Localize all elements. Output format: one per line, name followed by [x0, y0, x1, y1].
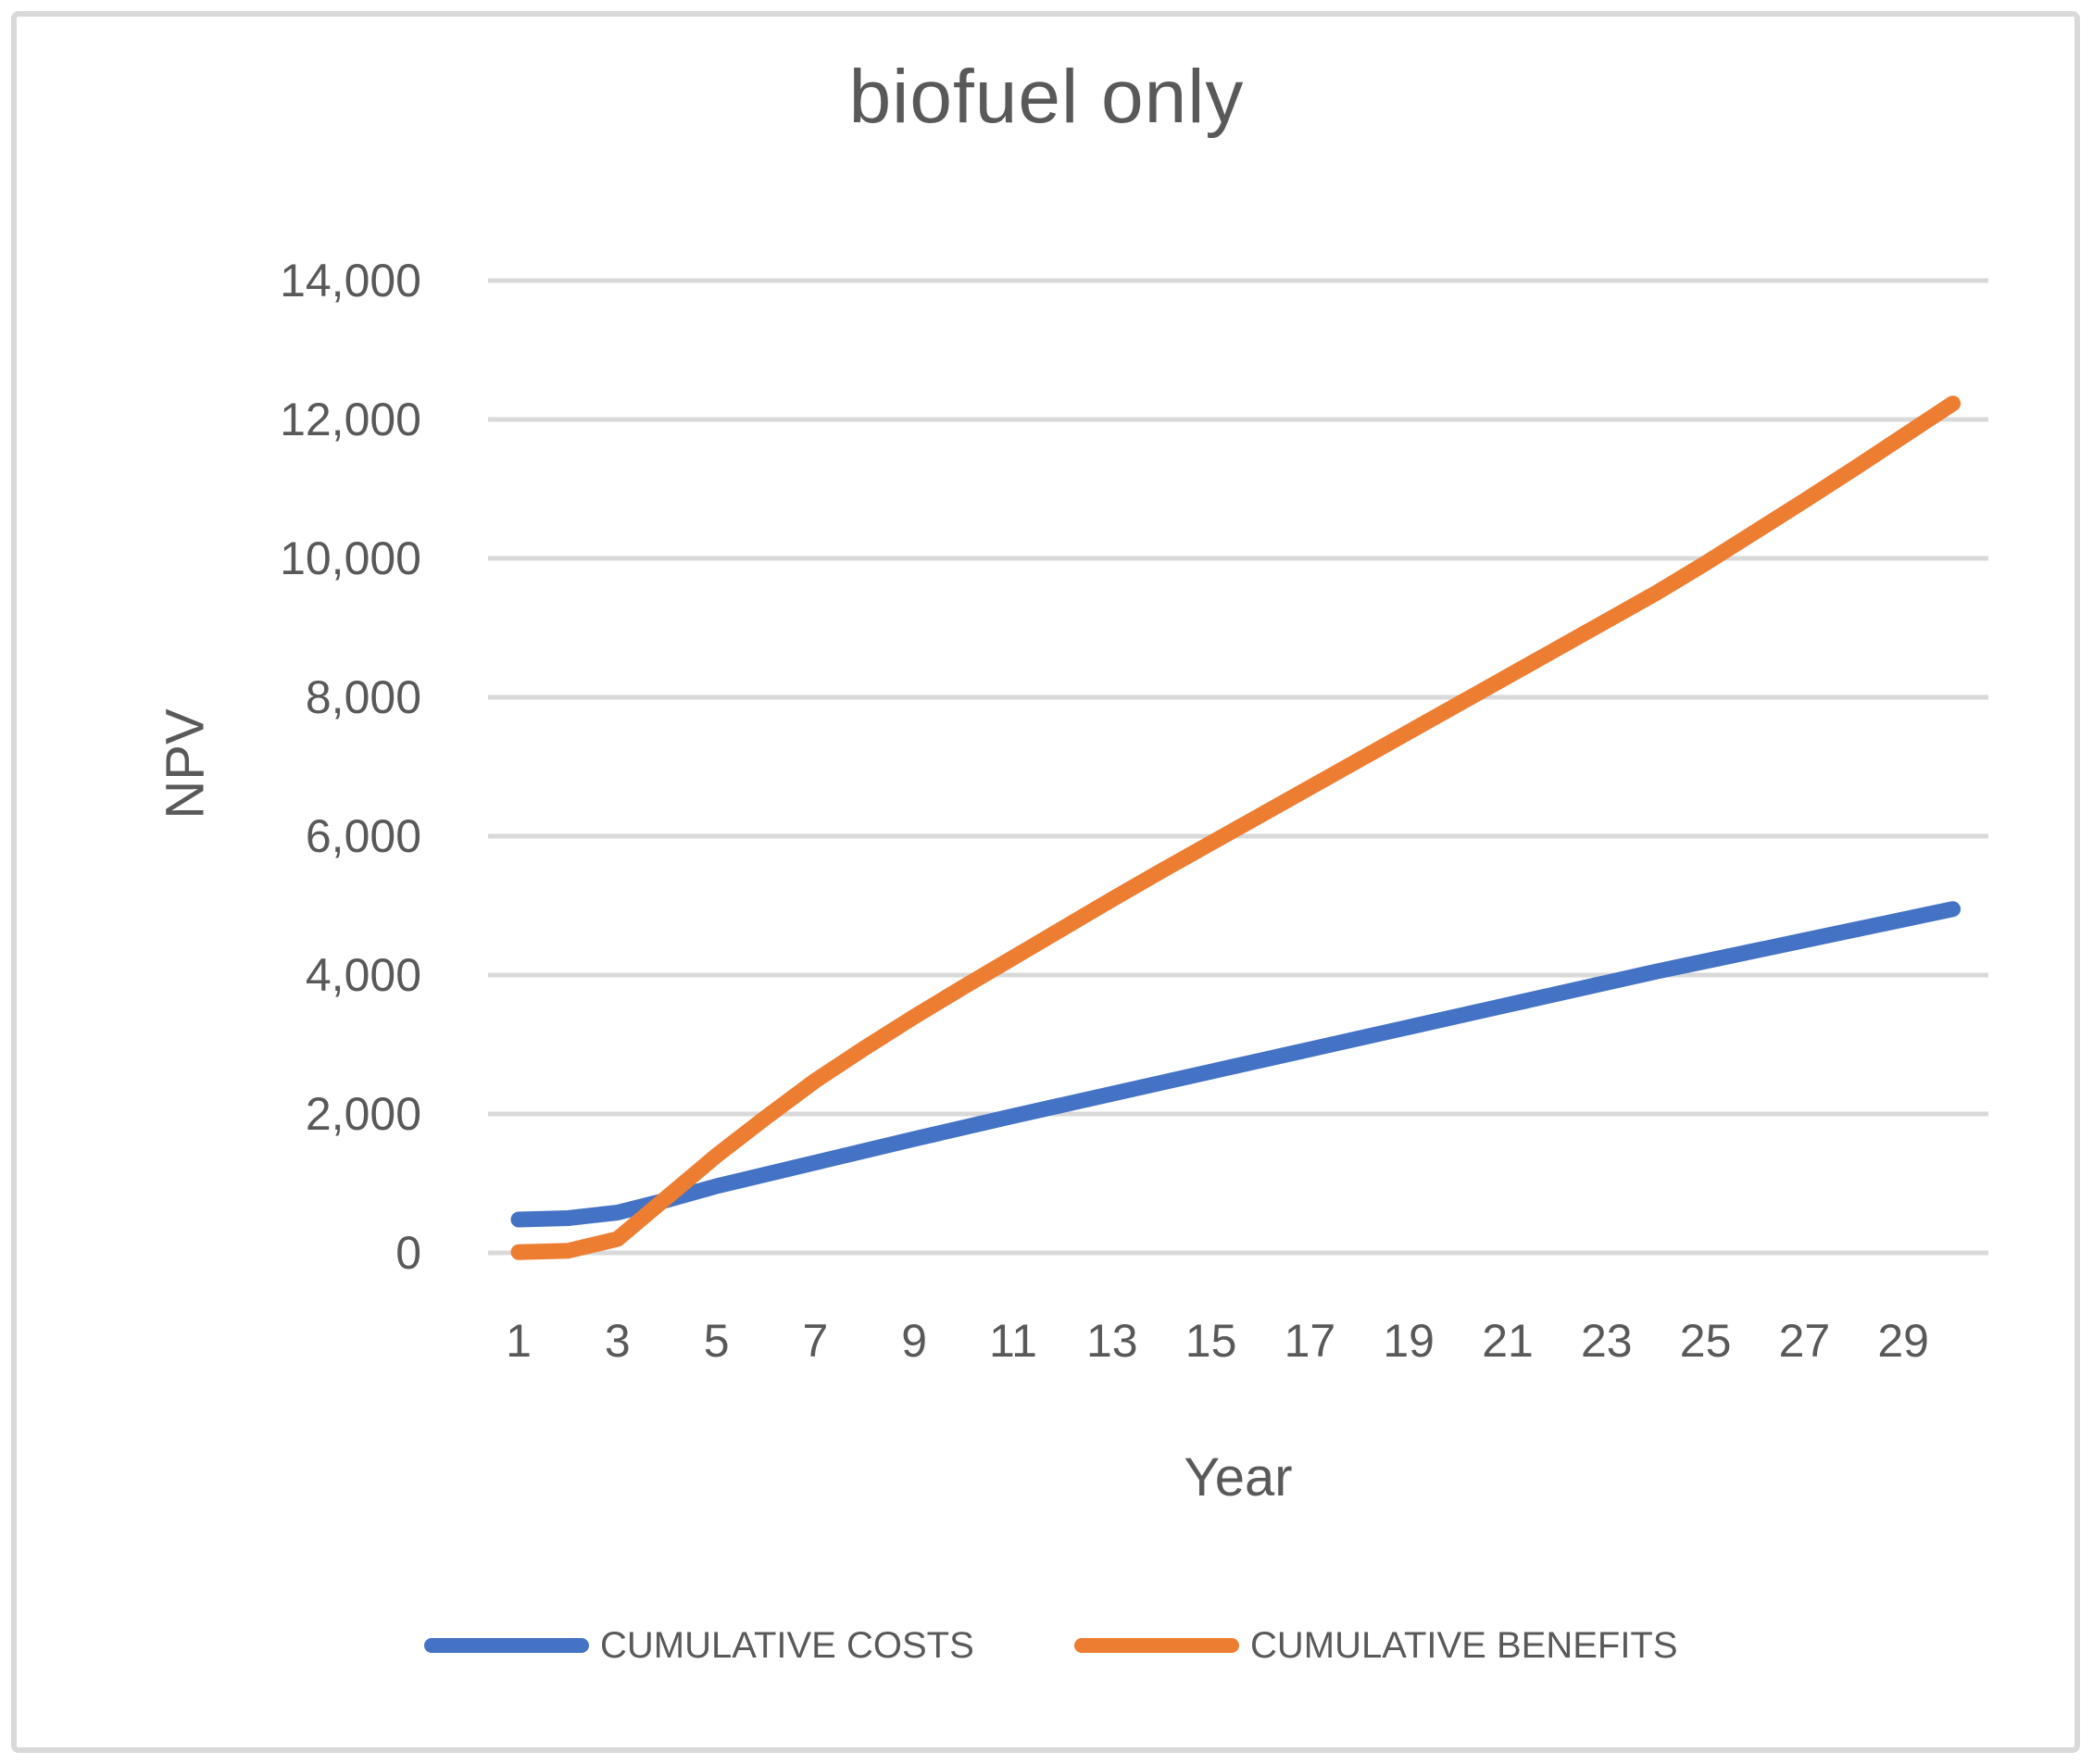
x-tick-label-29: 29	[1877, 1315, 1929, 1367]
legend-label-benefits: CUMULATIVE BENEFITS	[1250, 1624, 1678, 1666]
x-tick-label-1: 1	[506, 1315, 532, 1367]
x-tick-label-11: 11	[989, 1315, 1037, 1367]
x-tick-label-5: 5	[704, 1315, 730, 1367]
x-tick-label-25: 25	[1680, 1315, 1732, 1367]
series-line-cumulative-benefits	[510, 395, 1961, 1260]
x-axis-title: Year	[1184, 1447, 1293, 1508]
x-tick-label-13: 13	[1086, 1315, 1138, 1367]
y-tick-label-6,000: 6,000	[306, 810, 421, 862]
x-tick-label-21: 21	[1482, 1315, 1534, 1367]
x-tick-label-23: 23	[1581, 1315, 1633, 1367]
y-tick-label-8,000: 8,000	[306, 671, 421, 723]
y-tick-label-4,000: 4,000	[306, 949, 421, 1001]
x-tick-label-9: 9	[901, 1315, 927, 1367]
x-tick-label-3: 3	[605, 1315, 631, 1367]
x-tick-label-15: 15	[1185, 1315, 1237, 1367]
x-tick-label-19: 19	[1383, 1315, 1435, 1367]
y-axis-title: NPV	[155, 708, 216, 819]
x-tick-label-17: 17	[1285, 1315, 1336, 1367]
series-line-cumulative-costs	[510, 901, 1961, 1228]
y-tick-label-0: 0	[395, 1227, 421, 1279]
y-tick-label-2,000: 2,000	[306, 1088, 421, 1140]
chart-title: biofuel only	[848, 55, 1245, 139]
x-tick-label-27: 27	[1779, 1315, 1831, 1367]
legend-item-cumulative-costs: CUMULATIVE COSTS	[424, 1620, 974, 1670]
y-tick-label-12,000: 12,000	[280, 394, 421, 445]
legend-swatch-benefits	[1074, 1638, 1239, 1653]
legend-item-cumulative-benefits: CUMULATIVE BENEFITS	[1074, 1620, 1678, 1670]
y-tick-label-10,000: 10,000	[280, 532, 421, 584]
legend-label-costs: CUMULATIVE COSTS	[600, 1624, 974, 1666]
y-tick-label-14,000: 14,000	[280, 255, 421, 307]
x-tick-label-7: 7	[802, 1315, 828, 1367]
legend-swatch-costs	[424, 1638, 589, 1653]
